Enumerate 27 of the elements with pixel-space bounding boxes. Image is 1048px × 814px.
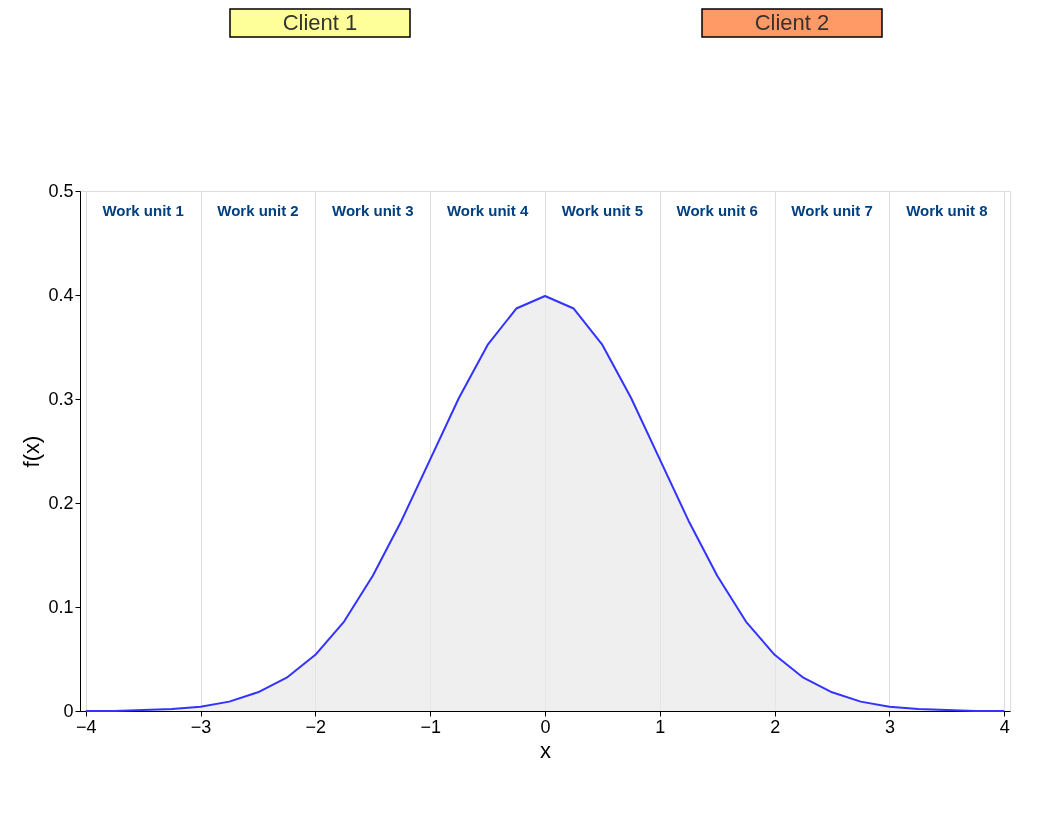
annotation: Work unit 1 [102, 202, 184, 219]
x-axis-title: x [540, 737, 551, 763]
y-tick-label: 0.2 [48, 492, 74, 513]
x-tick-label: 1 [655, 716, 666, 737]
y-tick-label: 0.4 [48, 284, 74, 305]
x-tick-label: −4 [75, 716, 97, 737]
y-tick-label: 0 [63, 700, 74, 721]
annotation: Work unit 3 [332, 202, 414, 219]
annotation: Work unit 6 [676, 202, 758, 219]
y-axis-title: f(x) [19, 435, 45, 468]
text: Client 1 [282, 10, 358, 35]
x-tick-label: 3 [884, 716, 895, 737]
x-tick-label: −3 [190, 716, 212, 737]
x-tick-label: −2 [305, 716, 327, 737]
annotation: Work unit 8 [906, 202, 988, 219]
y-tick-label: 0.3 [48, 388, 74, 409]
annotation: Work unit 5 [561, 202, 644, 219]
x-tick-label: −1 [420, 716, 441, 737]
x-tick-label: 2 [770, 716, 781, 737]
x-tick-label: 0 [540, 716, 551, 737]
y-tick-label: 0.5 [48, 180, 74, 201]
annotation: Work unit 7 [791, 202, 873, 219]
text: Client 2 [754, 10, 830, 35]
annotation: Work unit 2 [217, 202, 299, 219]
y-tick-label: 0.1 [48, 596, 74, 617]
x-tick-label: 4 [999, 716, 1010, 737]
annotation: Work unit 4 [446, 202, 529, 219]
